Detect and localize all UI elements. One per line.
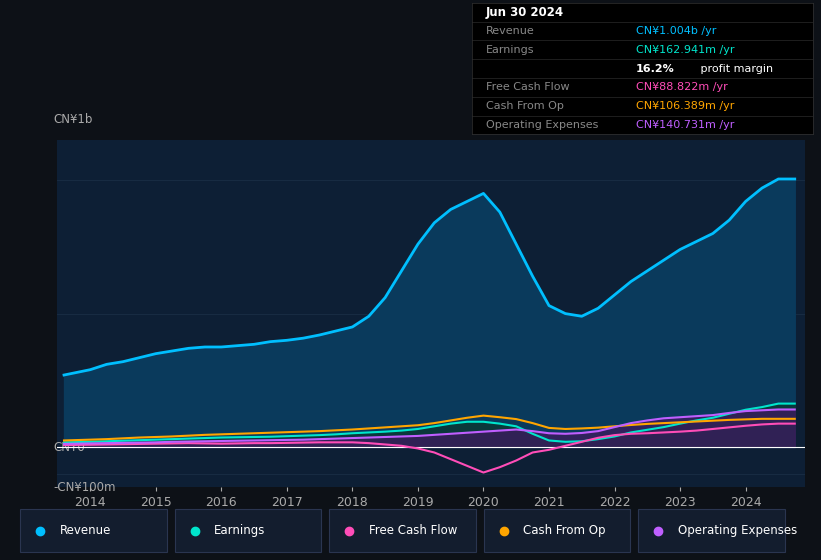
Text: CN¥1.004b /yr: CN¥1.004b /yr	[635, 26, 716, 36]
Text: 16.2%: 16.2%	[635, 64, 674, 73]
Text: CN¥140.731m /yr: CN¥140.731m /yr	[635, 120, 734, 130]
Bar	[175, 509, 322, 552]
Text: CN¥0: CN¥0	[53, 441, 85, 454]
Text: CN¥1b: CN¥1b	[53, 113, 93, 126]
Text: Revenue: Revenue	[486, 26, 534, 36]
Text: Cash From Op: Cash From Op	[486, 101, 563, 111]
Text: Free Cash Flow: Free Cash Flow	[369, 524, 457, 537]
Bar	[21, 509, 167, 552]
Text: Cash From Op: Cash From Op	[523, 524, 606, 537]
Text: Earnings: Earnings	[486, 45, 534, 55]
Bar	[329, 509, 476, 552]
Text: Operating Expenses: Operating Expenses	[677, 524, 797, 537]
Text: CN¥162.941m /yr: CN¥162.941m /yr	[635, 45, 734, 55]
Text: Revenue: Revenue	[60, 524, 111, 537]
Text: profit margin: profit margin	[697, 64, 773, 73]
Text: CN¥106.389m /yr: CN¥106.389m /yr	[635, 101, 734, 111]
Text: Operating Expenses: Operating Expenses	[486, 120, 598, 130]
Text: Earnings: Earnings	[214, 524, 266, 537]
Text: CN¥88.822m /yr: CN¥88.822m /yr	[635, 82, 727, 92]
Text: Jun 30 2024: Jun 30 2024	[486, 6, 564, 18]
Text: -CN¥100m: -CN¥100m	[53, 481, 117, 494]
Bar	[484, 509, 631, 552]
Bar	[638, 509, 785, 552]
Text: Free Cash Flow: Free Cash Flow	[486, 82, 569, 92]
